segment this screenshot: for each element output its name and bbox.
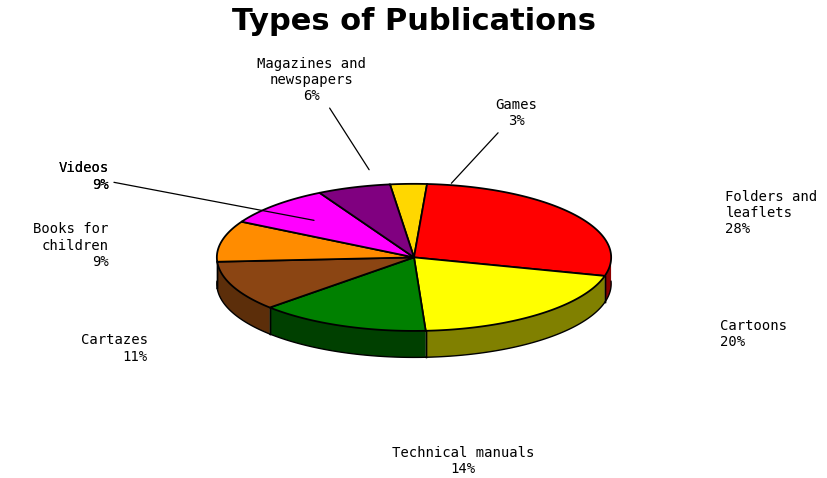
Text: Folders and
leaflets
28%: Folders and leaflets 28%	[724, 190, 816, 237]
Polygon shape	[270, 257, 425, 331]
Text: Videos
9%: Videos 9%	[58, 162, 108, 192]
Polygon shape	[217, 262, 270, 334]
Polygon shape	[270, 307, 425, 358]
Text: Cartoons
20%: Cartoons 20%	[719, 319, 786, 349]
Polygon shape	[390, 184, 427, 257]
Polygon shape	[604, 255, 610, 303]
Polygon shape	[217, 257, 414, 307]
Polygon shape	[319, 185, 414, 257]
Text: Technical manuals
14%: Technical manuals 14%	[392, 445, 533, 476]
Polygon shape	[241, 193, 414, 257]
Text: Books for
children
9%: Books for children 9%	[33, 222, 108, 269]
Text: Games
3%: Games 3%	[451, 98, 537, 183]
Text: Types of Publications: Types of Publications	[232, 7, 595, 36]
Polygon shape	[425, 276, 604, 357]
Text: Cartazes
11%: Cartazes 11%	[81, 334, 148, 364]
Text: Magazines and
newspapers
6%: Magazines and newspapers 6%	[256, 56, 369, 170]
Text: Videos
9%: Videos 9%	[58, 162, 313, 220]
Polygon shape	[414, 184, 610, 276]
Polygon shape	[217, 222, 414, 262]
Polygon shape	[414, 257, 604, 331]
